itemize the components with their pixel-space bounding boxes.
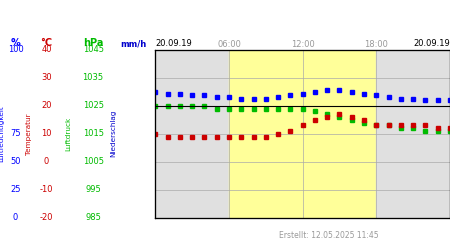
- Text: 10: 10: [41, 129, 52, 138]
- Text: -10: -10: [40, 185, 53, 194]
- Text: Niederschlag: Niederschlag: [110, 110, 117, 158]
- Text: 30: 30: [41, 74, 52, 82]
- Text: Luftdruck: Luftdruck: [65, 116, 71, 151]
- Text: 20: 20: [41, 101, 52, 110]
- Text: -20: -20: [40, 213, 53, 222]
- Text: 1035: 1035: [83, 74, 104, 82]
- Text: hPa: hPa: [83, 38, 104, 48]
- Text: 100: 100: [8, 46, 23, 54]
- Text: 1045: 1045: [83, 46, 104, 54]
- Text: 985: 985: [85, 213, 101, 222]
- Text: 1005: 1005: [83, 157, 104, 166]
- Text: Luftfeuchtigkeit: Luftfeuchtigkeit: [0, 106, 4, 162]
- Text: 0: 0: [13, 213, 18, 222]
- Bar: [229, 50, 376, 217]
- Text: mm/h: mm/h: [121, 39, 147, 48]
- Text: 20.09.19: 20.09.19: [155, 39, 192, 48]
- Text: 75: 75: [10, 129, 21, 138]
- Bar: [155, 50, 229, 217]
- Text: 20.09.19: 20.09.19: [414, 39, 450, 48]
- Text: °C: °C: [40, 38, 53, 48]
- Text: 1015: 1015: [83, 129, 104, 138]
- Text: 50: 50: [10, 157, 21, 166]
- Text: 25: 25: [10, 185, 21, 194]
- Bar: [376, 50, 450, 217]
- Text: 995: 995: [85, 185, 101, 194]
- Text: Temperatur: Temperatur: [27, 113, 32, 154]
- Text: Erstellt: 12.05.2025 11:45: Erstellt: 12.05.2025 11:45: [279, 231, 378, 240]
- Text: %: %: [11, 38, 20, 48]
- Text: 1025: 1025: [83, 101, 104, 110]
- Text: 40: 40: [41, 46, 52, 54]
- Text: 0: 0: [44, 157, 49, 166]
